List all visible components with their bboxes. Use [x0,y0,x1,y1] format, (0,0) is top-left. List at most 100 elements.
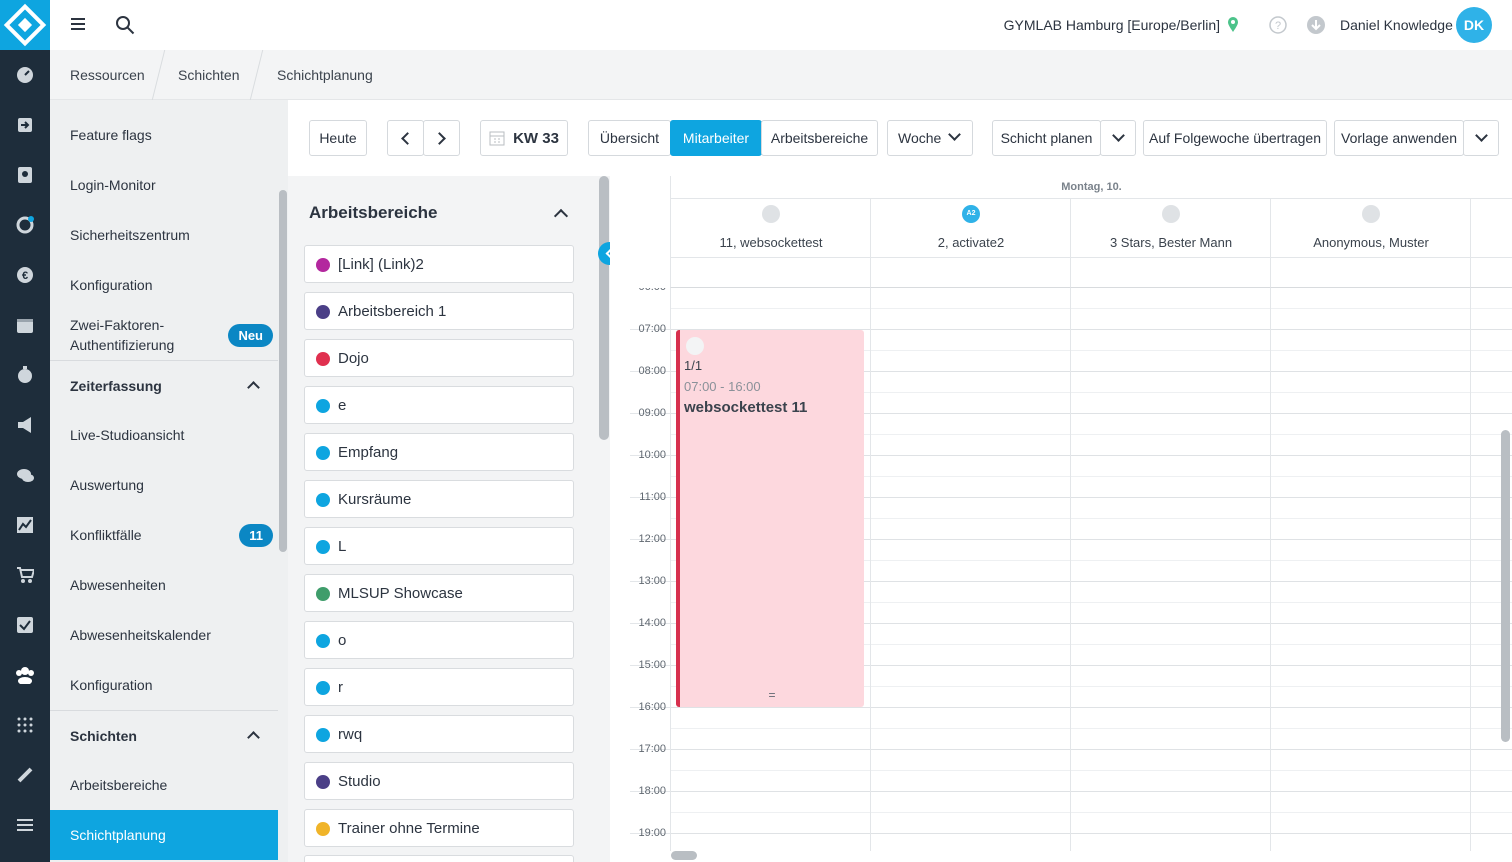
breadcrumb-item[interactable]: Ressourcen [70,67,145,83]
menu-button[interactable] [71,17,85,31]
calendar: Montag, 10. 06:00 07:00 08:00 09:00 10:00 11:… [610,176,1512,862]
week-picker[interactable]: KW 33 [480,120,568,156]
action-dropdown[interactable] [1100,120,1136,156]
area-item[interactable]: Arbeitsbereich 1 [304,292,574,330]
nav-icon[interactable] [16,66,34,84]
collapse-section[interactable] [553,208,569,224]
all-day-cell [670,258,870,288]
hour-label: 17:00 [638,743,666,755]
area-item[interactable]: r [304,668,574,706]
prev-button[interactable] [387,120,424,156]
help-button[interactable]: ? [1269,16,1287,34]
nav-icon[interactable] [16,466,34,484]
search-button[interactable] [115,15,135,35]
area-name: e [338,396,347,414]
employee-avatar [1162,205,1180,223]
employee-header[interactable]: Anonymous, Muster [1270,199,1470,258]
user-name[interactable]: Daniel Knowledge [1340,17,1453,33]
area-item[interactable] [304,855,574,862]
area-name: r [338,678,343,696]
hour-label: 13:00 [638,575,666,587]
nav-item[interactable]: Konfliktfälle 11 [50,510,278,560]
nav-icon[interactable] [16,416,34,434]
area-item[interactable]: Dojo [304,339,574,377]
action-dropdown[interactable] [1463,120,1499,156]
nav-icon[interactable] [16,616,34,634]
shift-title: websockettest 11 [684,399,808,416]
shift-avatar [686,337,704,355]
nav-icon[interactable] [16,766,34,784]
nav-label: Auswertung [70,477,144,493]
nav-icon[interactable]: € [16,266,34,284]
nav-item[interactable]: Arbeitsbereiche [50,760,278,810]
nav-icon-active[interactable] [16,666,34,684]
area-color [316,540,330,554]
view-button[interactable]: Mitarbeiter [670,120,762,156]
action-button[interactable]: Auf Folgewoche übertragen [1143,120,1327,156]
nav-section-title: Schichten [70,727,137,744]
action-button[interactable]: Vorlage anwenden [1334,120,1464,156]
nav-label: Abwesenheitskalender [70,627,211,643]
nav-icon[interactable] [16,516,34,534]
employee-name: Anonymous, Muster [1313,235,1429,250]
toolbar: Heute KW 33 Übersicht Mitarbeiter Arbeit… [288,100,1512,176]
area-item[interactable]: e [304,386,574,424]
area-item[interactable]: Kursräume [304,480,574,518]
nav-icon[interactable] [16,166,34,184]
scrollbar[interactable] [1501,430,1510,742]
area-item[interactable]: Empfang [304,433,574,471]
breadcrumb-item[interactable]: Schichten [178,67,240,83]
svg-text:?: ? [1275,20,1281,32]
nav-section-header[interactable]: Schichten [50,710,278,760]
range-select[interactable]: Woche [887,120,973,156]
area-item[interactable]: o [304,621,574,659]
nav-icon[interactable] [16,716,34,734]
scrollbar[interactable] [279,190,287,552]
breadcrumb-separator [249,50,264,100]
nav-icon[interactable] [16,316,34,334]
hour-label: 09:00 [638,407,666,419]
nav-item[interactable]: Abwesenheitskalender [50,610,278,660]
logo[interactable] [0,0,50,50]
nav-item[interactable]: Konfiguration [50,260,278,310]
area-color [316,493,330,507]
nav-item[interactable]: Konfiguration [50,660,278,710]
nav-item[interactable]: Auswertung [50,460,278,510]
nav-icon[interactable] [16,366,34,384]
nav-icon[interactable] [16,816,34,834]
employee-header[interactable]: 11, websockettest [670,199,870,258]
nav-item[interactable]: Feature flags [50,110,278,160]
nav-item[interactable]: Live-Studioansicht [50,410,278,460]
shift-block[interactable]: 1/1 07:00 - 16:00 websockettest 11 = [676,330,864,707]
nav-item[interactable]: Zwei-Faktoren-Authentifizierung Neu [50,310,278,360]
nav-icon[interactable] [16,116,34,134]
download-button[interactable] [1307,16,1325,34]
area-item[interactable]: Studio [304,762,574,800]
area-color [316,822,330,836]
view-button[interactable]: Arbeitsbereiche [761,120,878,156]
employee-header[interactable]: 3 Stars, Bester Mann [1070,199,1270,258]
area-item[interactable]: rwq [304,715,574,753]
action-button[interactable]: Schicht planen [992,120,1101,156]
time-grid: 06:00 07:00 08:00 09:00 10:00 11:00 12:00 13:00… [610,288,1512,851]
nav-item[interactable]: Abwesenheiten [50,560,278,610]
nav-icon[interactable] [16,216,34,234]
next-button[interactable] [423,120,460,156]
area-item[interactable]: Trainer ohne Termine [304,809,574,847]
nav-section-header[interactable]: Zeiterfassung [50,360,278,410]
nav-icon[interactable] [16,566,34,584]
nav-item[interactable]: Schichtplanung [50,810,278,860]
today-button[interactable]: Heute [309,120,367,156]
area-item[interactable]: L [304,527,574,565]
user-avatar[interactable]: DK [1456,7,1492,43]
area-name: L [338,537,347,555]
area-item[interactable]: [Link] (Link)2 [304,245,574,283]
view-button[interactable]: Übersicht [588,120,671,156]
location[interactable]: GYMLAB Hamburg [Europe/Berlin] [1003,17,1220,33]
nav-item[interactable]: Sicherheitszentrum [50,210,278,260]
scrollbar[interactable] [671,851,697,860]
employee-header[interactable]: A2 2, activate2 [870,199,1070,258]
area-item[interactable]: MLSUP Showcase [304,574,574,612]
nav-item[interactable]: Login-Monitor [50,160,278,210]
scrollbar[interactable] [599,176,609,440]
